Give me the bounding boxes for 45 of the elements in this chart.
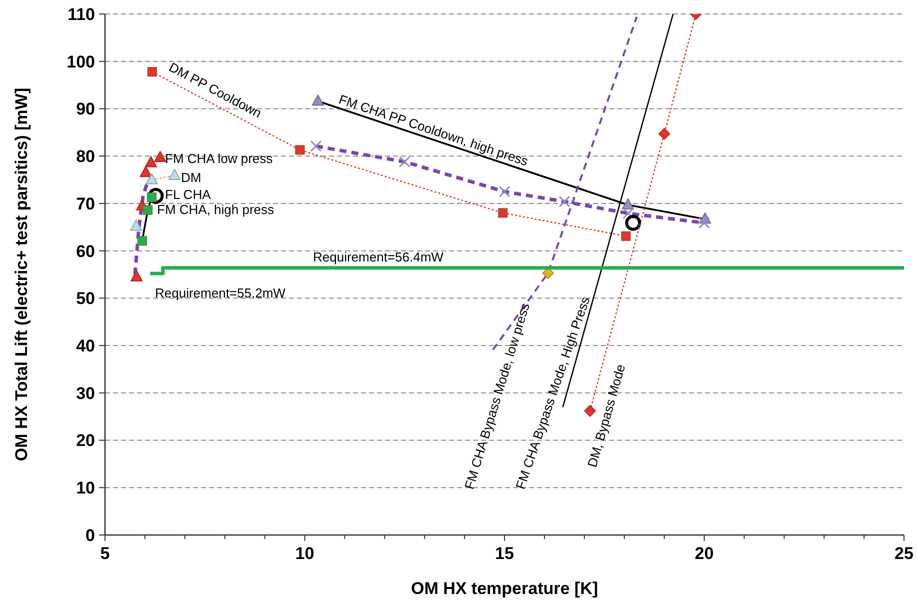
y-tick-label: 0: [86, 526, 95, 545]
y-tick-label: 20: [76, 431, 95, 450]
y-tick-label: 80: [76, 147, 95, 166]
x-axis-title: OM HX temperature [K]: [410, 579, 598, 598]
series-label: FL CHA: [165, 187, 212, 202]
x-tick-label: 15: [495, 544, 514, 563]
text: DM, Bypass Mode: [584, 362, 628, 469]
point: [154, 151, 166, 162]
series-label: FM CHA low press: [165, 151, 274, 166]
y-tick-label: 110: [68, 4, 95, 24]
point: [140, 166, 152, 178]
y-tick-label: 60: [76, 242, 95, 261]
point: [584, 405, 596, 417]
point: [142, 205, 153, 215]
series-label: DM: [181, 170, 202, 185]
point: [144, 156, 157, 168]
point: [137, 236, 147, 246]
x-tick-label: 20: [694, 544, 714, 563]
y-tick-label: 90: [76, 100, 95, 119]
point: [148, 188, 164, 204]
point: [621, 231, 631, 241]
point: [130, 220, 142, 231]
x-tick-label: 25: [894, 544, 914, 563]
y-tick-label: 40: [76, 336, 95, 356]
annotation: Requirement=55.2mW: [155, 286, 286, 301]
y-tick-label: 10: [76, 478, 95, 498]
x-tick-label: 10: [295, 544, 314, 563]
annotation: Requirement=56.4mW: [313, 250, 444, 265]
y-tick-label: 70: [76, 194, 95, 214]
series-label: FM CHA, high press: [157, 202, 275, 217]
point: [295, 145, 305, 155]
point: [622, 198, 634, 210]
point: [147, 66, 157, 77]
point: [658, 128, 670, 140]
point: [625, 214, 642, 231]
y-tick-label: 100: [66, 52, 95, 72]
point: [312, 94, 324, 106]
point: [498, 208, 508, 218]
point: [146, 173, 158, 184]
y-tick-label: 30: [76, 384, 95, 403]
y-axis-title: OM HX Total Lift (electric+ test parsitics) [mW]: [12, 88, 31, 462]
point: [168, 169, 181, 180]
y-tick-label: 50: [76, 289, 95, 308]
point: [130, 270, 143, 282]
x-tick-label: 5: [100, 544, 110, 563]
